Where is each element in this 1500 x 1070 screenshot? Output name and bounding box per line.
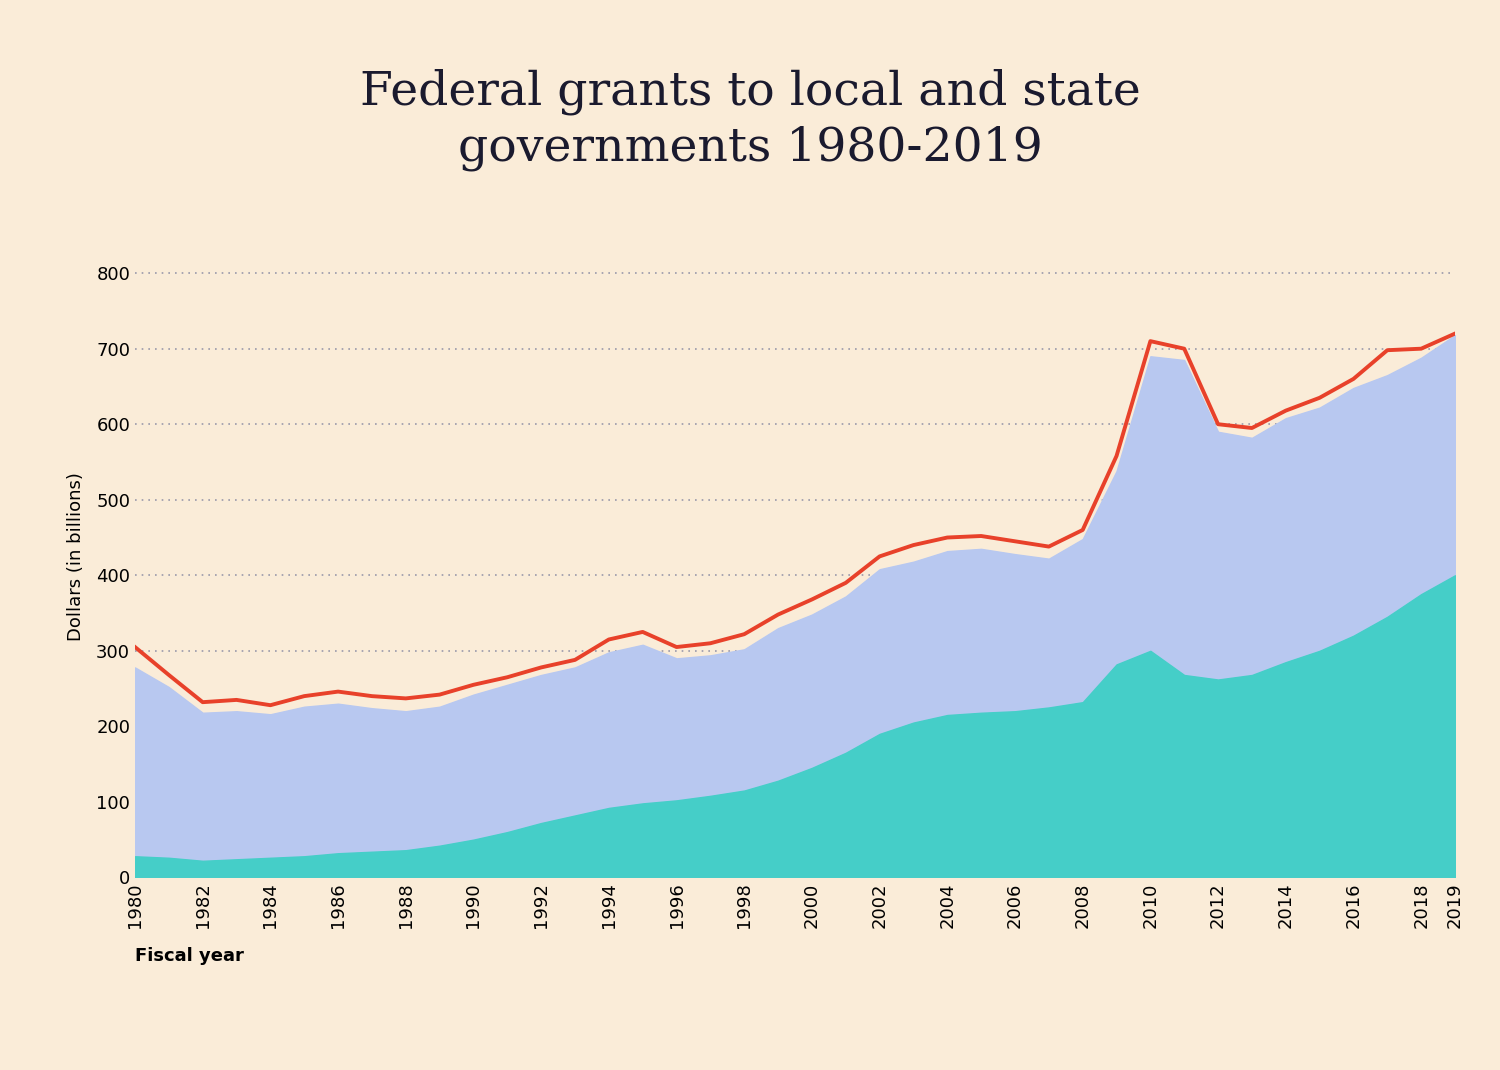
Y-axis label: Dollars (in billions): Dollars (in billions) — [68, 472, 86, 641]
Text: Fiscal year: Fiscal year — [135, 947, 244, 965]
Text: Federal grants to local and state
governments 1980-2019: Federal grants to local and state govern… — [360, 68, 1140, 171]
